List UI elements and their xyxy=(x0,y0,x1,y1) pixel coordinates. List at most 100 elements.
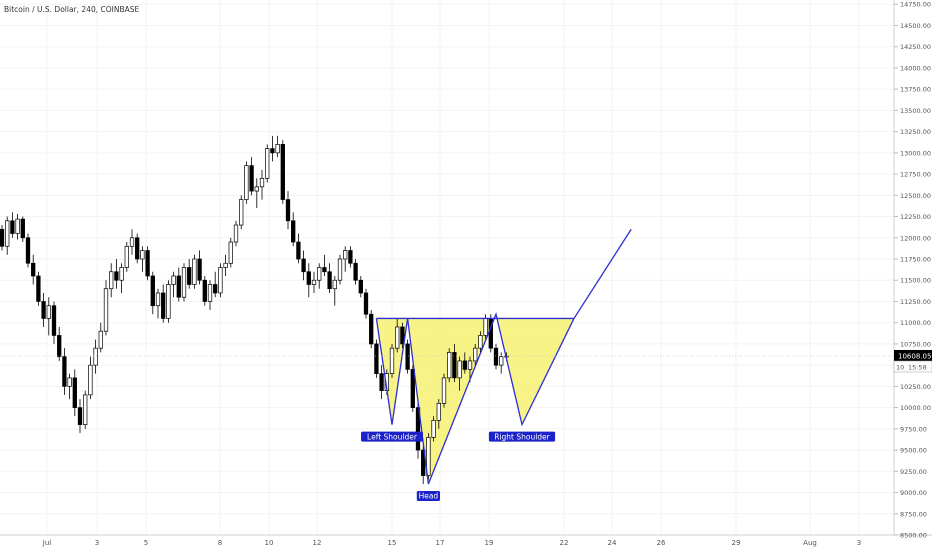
label-text: Left Shoulder xyxy=(367,432,418,441)
candle-body xyxy=(291,220,296,243)
candle-body xyxy=(275,144,280,154)
pattern-area xyxy=(376,314,574,485)
candle xyxy=(176,267,181,302)
y-tick-label: 8500.00 xyxy=(900,532,927,540)
price-axis[interactable]: 8500.00 8750.00 9000.00 9250.00 9500.00 9750.… xyxy=(894,1,931,540)
pattern-label: Left Shoulder xyxy=(361,431,423,442)
y-tick-label: 9250.00 xyxy=(900,468,927,476)
candle xyxy=(77,399,83,434)
candle-body xyxy=(202,279,207,302)
time-axis[interactable]: Jul 3 5 8 10 12 15 17 19 22 24 26 29 Aug 3 xyxy=(42,539,861,547)
candle xyxy=(348,246,353,268)
candle-body xyxy=(358,279,363,294)
candle xyxy=(462,352,467,374)
y-tick-label: 14250.00 xyxy=(900,43,931,51)
candle-body xyxy=(265,148,270,179)
candle xyxy=(478,331,483,353)
candle xyxy=(415,403,421,459)
candle xyxy=(103,280,109,336)
candle-body xyxy=(473,347,478,362)
candle xyxy=(280,140,285,204)
y-tick-label: 12000.00 xyxy=(900,234,931,242)
candle-body xyxy=(379,373,384,391)
candle-body xyxy=(467,360,473,370)
candle-body xyxy=(98,330,103,349)
candle xyxy=(389,343,395,378)
x-tick-label: 3 xyxy=(95,539,99,547)
label-box xyxy=(361,431,423,442)
candle-body xyxy=(233,224,239,243)
candle xyxy=(10,212,15,238)
candle-body xyxy=(150,275,155,307)
label-text: Head xyxy=(419,492,439,501)
label-box xyxy=(488,431,556,442)
candle xyxy=(327,263,332,293)
y-tick-label: 13000.00 xyxy=(900,149,931,157)
candle xyxy=(400,322,405,349)
current-price-tag: 10608.05 10 15:58 xyxy=(0,349,932,373)
label-text: Right Shoulder xyxy=(494,432,550,441)
candle xyxy=(0,225,5,251)
candle-body xyxy=(119,267,124,281)
candle xyxy=(488,314,493,353)
candle xyxy=(93,339,98,374)
candle xyxy=(207,280,213,310)
candle xyxy=(452,343,457,383)
candle-body xyxy=(5,220,10,247)
candle xyxy=(259,169,265,200)
candle xyxy=(20,216,25,243)
candle xyxy=(306,263,311,298)
candle-body xyxy=(431,420,436,438)
candle xyxy=(15,214,20,240)
candle xyxy=(161,284,166,323)
candle-body xyxy=(77,407,83,425)
candle-body xyxy=(483,318,488,336)
candle-body xyxy=(129,237,135,247)
x-tick-label: 26 xyxy=(657,539,666,547)
candle xyxy=(379,365,384,400)
candle-body xyxy=(10,220,15,234)
pattern-labels: Left Shoulder Head Right Shoulder xyxy=(361,431,556,502)
candle xyxy=(426,433,431,480)
candle xyxy=(213,271,218,298)
candle xyxy=(41,292,46,327)
candle xyxy=(374,339,379,378)
price-tag-box xyxy=(894,349,932,361)
candle-body xyxy=(25,237,31,264)
chart-title: Bitcoin / U.S. Dollar, 240, COINBASE xyxy=(4,5,139,14)
candle-body xyxy=(187,267,192,285)
label-box xyxy=(416,491,440,502)
candle-body xyxy=(285,199,291,222)
x-tick-label: 5 xyxy=(144,539,148,547)
candle-body xyxy=(311,279,317,285)
candle-body xyxy=(114,271,119,281)
candle-body xyxy=(0,228,5,247)
countdown-box xyxy=(893,360,932,373)
candle-body xyxy=(218,267,223,294)
candle xyxy=(202,275,207,306)
candle-body xyxy=(171,275,176,285)
candle-body xyxy=(259,177,265,188)
y-tick-label: 11000.00 xyxy=(900,319,931,327)
candle xyxy=(223,254,228,276)
candle-body xyxy=(228,241,233,264)
candle xyxy=(31,254,36,285)
candle-body xyxy=(88,364,93,396)
candle xyxy=(98,322,103,353)
candle-body xyxy=(197,258,202,281)
candle-body xyxy=(155,292,161,307)
candle-body xyxy=(322,267,327,273)
candle-body xyxy=(207,284,213,302)
candle xyxy=(353,259,358,285)
candle-body xyxy=(213,284,218,294)
candle xyxy=(270,135,275,162)
candle xyxy=(233,220,239,247)
candle xyxy=(317,263,322,289)
x-tick-label: Jul xyxy=(42,539,52,547)
candle xyxy=(301,250,306,281)
y-tick-label: 8750.00 xyxy=(900,510,927,518)
candle-body xyxy=(280,144,285,200)
candle-body xyxy=(457,360,462,379)
candle-body xyxy=(244,165,249,200)
